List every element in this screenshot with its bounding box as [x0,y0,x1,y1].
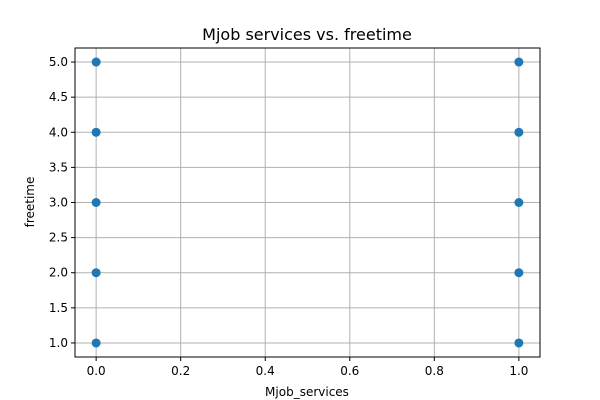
x-tick-label: 0.2 [171,364,190,378]
data-point [91,338,101,348]
x-tick-label: 0.8 [425,364,444,378]
y-tick-label: 5.0 [49,55,68,69]
y-tick-label: 1.5 [49,301,68,315]
y-tick-label: 3.0 [49,196,68,210]
y-tick-label: 3.5 [49,160,68,174]
x-axis-label: Mjob_services [265,385,349,399]
x-tick-label: 0.0 [87,364,106,378]
y-tick-label: 2.5 [49,231,68,245]
y-tick-label: 4.5 [49,90,68,104]
x-tick-label: 0.4 [256,364,275,378]
y-tick-label: 4.0 [49,125,68,139]
data-point [514,268,524,278]
y-tick-label: 2.0 [49,266,68,280]
y-axis-ticks: 1.0 1.5 2.0 2.5 3.0 3.5 4.0 4.5 5.0 [49,55,75,350]
data-points [91,57,524,348]
chart-title: Mjob services vs. freetime [202,25,412,44]
y-axis-label: freetime [23,177,37,228]
x-axis-ticks: 0.0 0.2 0.4 0.6 0.8 1.0 [87,357,528,378]
y-tick-label: 1.0 [49,336,68,350]
x-tick-label: 1.0 [509,364,528,378]
data-point [91,198,101,207]
data-point [91,127,101,137]
data-point [514,57,524,67]
data-point [514,127,524,137]
data-point [91,57,101,67]
data-point [91,268,101,278]
data-point [514,338,524,348]
data-point [514,198,524,207]
x-tick-label: 0.6 [340,364,359,378]
